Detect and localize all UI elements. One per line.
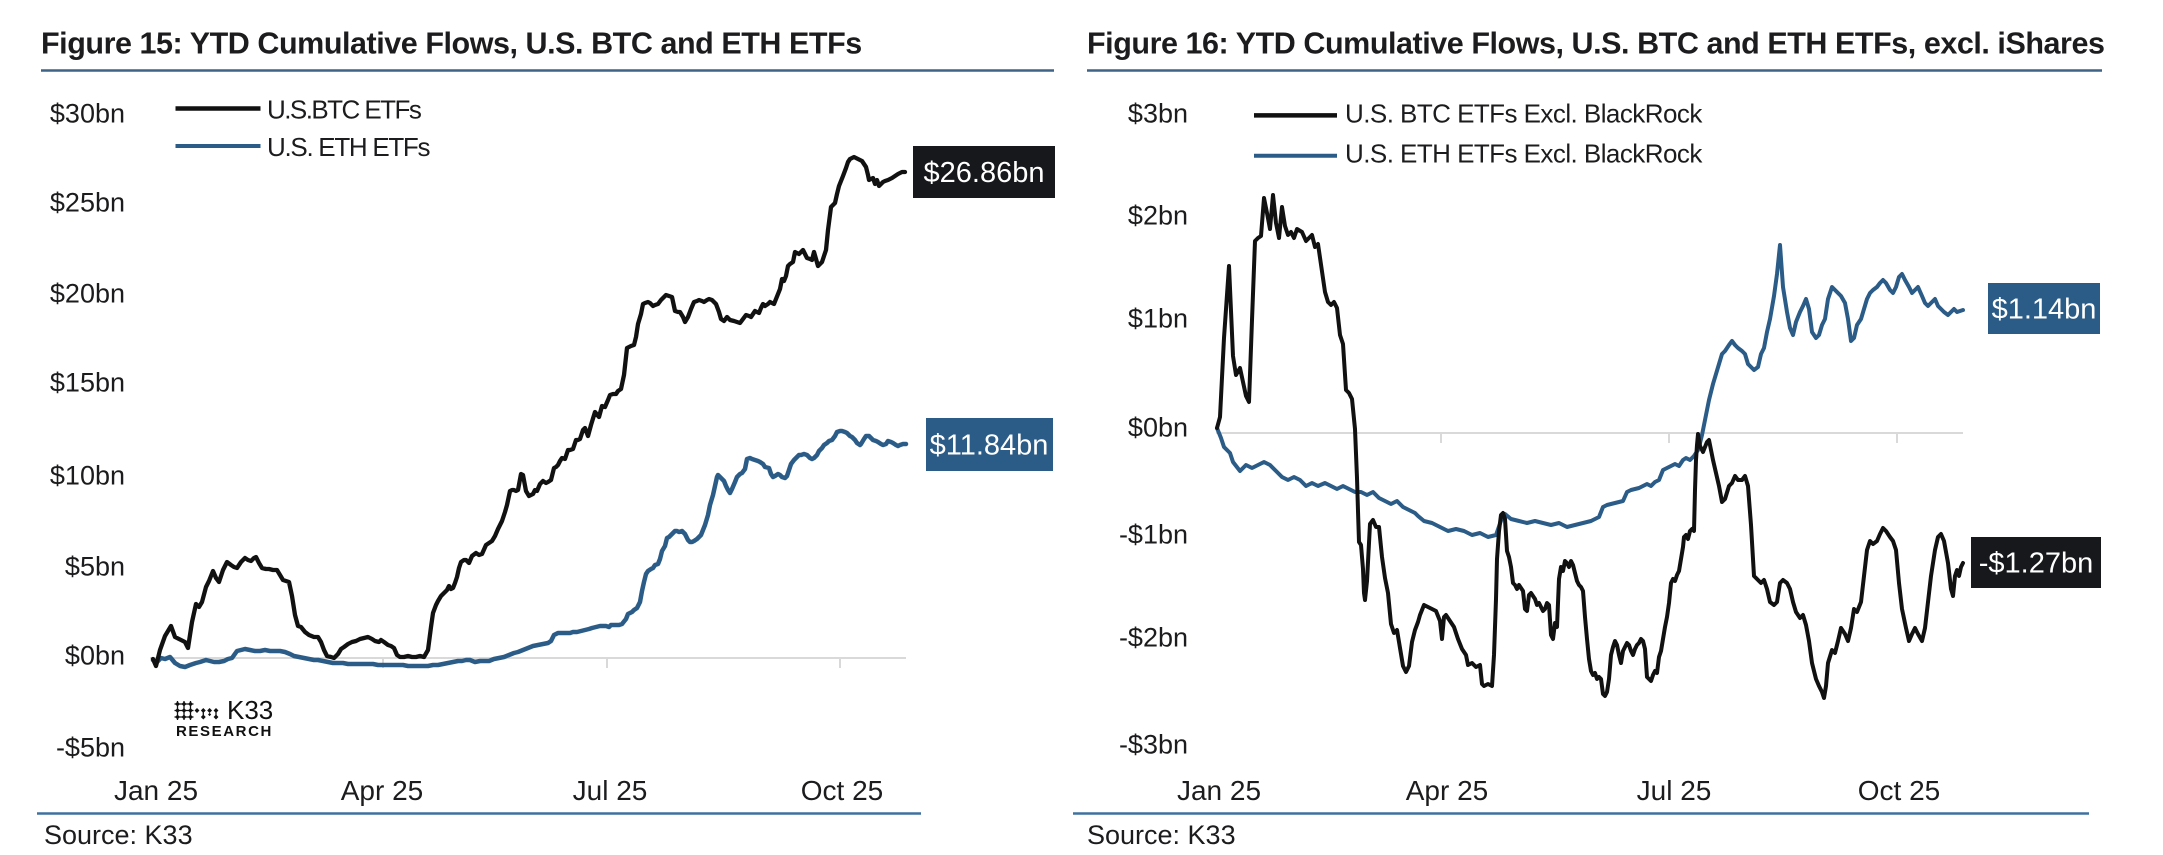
svg-text:-$1.27bn: -$1.27bn <box>1979 548 2094 580</box>
svg-text:$15bn: $15bn <box>50 368 125 398</box>
svg-text:$1.14bn: $1.14bn <box>1992 294 2097 326</box>
svg-text:Source: K33: Source: K33 <box>44 820 193 850</box>
svg-text:$3bn: $3bn <box>1128 99 1188 129</box>
svg-text:$26.86bn: $26.86bn <box>924 157 1045 189</box>
svg-text:$0bn: $0bn <box>1128 413 1188 443</box>
svg-text:$1bn: $1bn <box>1128 304 1188 334</box>
svg-text:$5bn: $5bn <box>65 552 125 582</box>
svg-text:RESEARCH: RESEARCH <box>176 723 273 740</box>
svg-text:$11.84bn: $11.84bn <box>930 430 1049 462</box>
svg-text:U.S.BTC ETFs: U.S.BTC ETFs <box>267 95 422 125</box>
svg-text:Jul 25: Jul 25 <box>573 775 648 806</box>
svg-text:$25bn: $25bn <box>50 188 125 218</box>
svg-text:-$1bn: -$1bn <box>1119 520 1188 550</box>
svg-text:Source: K33: Source: K33 <box>1087 820 1236 850</box>
svg-text:$0bn: $0bn <box>65 641 125 671</box>
svg-text:U.S. ETH ETFs Excl. BlackRock: U.S. ETH ETFs Excl. BlackRock <box>1345 139 1703 169</box>
svg-text:Figure 15: YTD Cumulative Flow: Figure 15: YTD Cumulative Flows, U.S. BT… <box>41 27 862 61</box>
svg-text:-$2bn: -$2bn <box>1119 623 1188 653</box>
svg-text:U.S. ETH ETFs: U.S. ETH ETFs <box>267 132 431 162</box>
svg-text:Jan 25: Jan 25 <box>1177 775 1261 806</box>
svg-text:Figure 16: YTD Cumulative Flow: Figure 16: YTD Cumulative Flows, U.S. BT… <box>1087 27 2105 61</box>
svg-text:-$3bn: -$3bn <box>1119 730 1188 760</box>
svg-text:Jul 25: Jul 25 <box>1637 775 1712 806</box>
svg-text:Apr 25: Apr 25 <box>1406 775 1489 806</box>
svg-text:Oct 25: Oct 25 <box>1858 775 1940 806</box>
svg-text:Oct 25: Oct 25 <box>801 775 883 806</box>
svg-text:$30bn: $30bn <box>50 99 125 129</box>
svg-text:Apr 25: Apr 25 <box>341 775 424 806</box>
svg-text:U.S. BTC ETFs Excl. BlackRock: U.S. BTC ETFs Excl. BlackRock <box>1345 99 1703 129</box>
svg-text:Jan 25: Jan 25 <box>114 775 198 806</box>
svg-text:K33: K33 <box>227 695 273 725</box>
svg-text:$10bn: $10bn <box>50 461 125 491</box>
svg-text:-$5bn: -$5bn <box>56 733 125 763</box>
svg-text:$2bn: $2bn <box>1128 201 1188 231</box>
svg-text:$20bn: $20bn <box>50 279 125 309</box>
